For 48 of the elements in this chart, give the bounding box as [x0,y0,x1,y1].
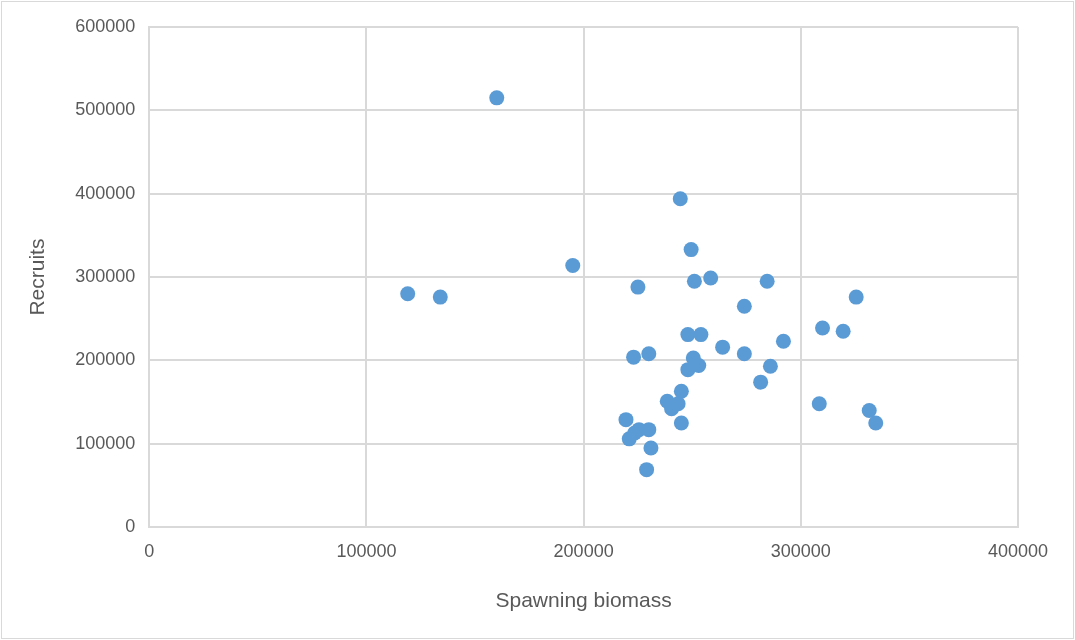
point [775,333,791,349]
point [736,298,752,314]
x-tick-label: 100000 [336,540,397,561]
point [641,422,657,438]
point [868,415,884,431]
point [672,191,688,207]
point [565,257,581,273]
y-tick-label: 400000 [75,182,136,203]
point [683,242,699,258]
point [673,415,689,431]
point [811,396,827,412]
x-axis-title: Spawning biomass [495,588,672,612]
point [861,402,877,418]
point [630,279,646,295]
point [618,412,634,428]
y-tick-label: 100000 [75,432,136,453]
point [621,431,637,447]
x-tick-label: 300000 [770,540,831,561]
point [680,327,696,343]
x-tick-label: 400000 [987,540,1049,561]
point [693,327,709,343]
y-tick-label: 600000 [75,15,136,36]
point [835,323,851,339]
point [753,374,769,390]
point [432,289,448,305]
point [703,270,719,286]
point [626,349,642,365]
y-tick-label: 0 [125,516,136,537]
point [400,286,416,302]
point [848,289,864,305]
point [759,273,775,289]
x-tick-label: 200000 [553,540,614,561]
point [715,339,731,355]
point [691,357,707,373]
point [639,462,655,478]
point [489,90,505,106]
x-tick-label: 0 [144,540,155,561]
point [643,440,659,456]
y-tick-label: 200000 [75,349,136,370]
y-tick-label: 500000 [75,99,136,120]
y-axis-title: Recruits [25,238,49,316]
point [762,358,778,374]
point [641,346,657,362]
point [673,383,689,399]
point [736,346,752,362]
point [815,320,831,336]
y-tick-label: 300000 [75,266,136,287]
point [686,273,702,289]
